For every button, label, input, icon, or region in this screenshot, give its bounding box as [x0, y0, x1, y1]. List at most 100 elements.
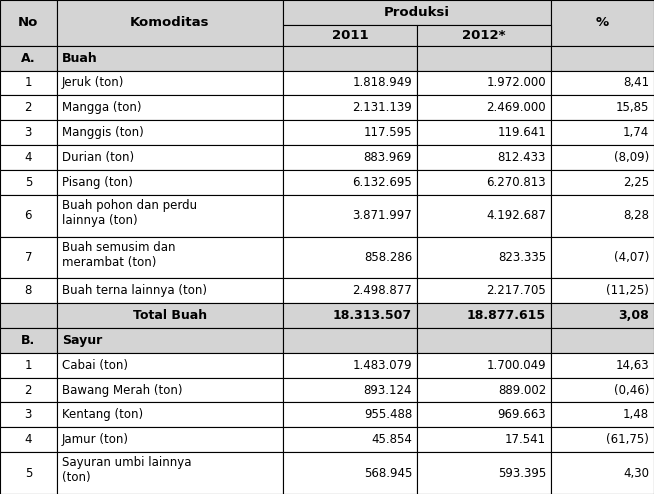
Bar — [551, 237, 654, 279]
Bar — [0, 46, 57, 71]
Text: 18.877.615: 18.877.615 — [467, 309, 546, 322]
Text: Durian (ton): Durian (ton) — [61, 151, 134, 164]
Bar — [57, 145, 283, 170]
Bar — [551, 95, 654, 120]
Bar — [0, 0, 57, 46]
Bar — [57, 403, 283, 427]
Text: Buah: Buah — [61, 52, 97, 65]
Text: Total Buah: Total Buah — [133, 309, 207, 322]
Bar — [551, 170, 654, 195]
Text: 1.483.079: 1.483.079 — [353, 359, 412, 372]
Bar — [551, 0, 654, 46]
Text: Bawang Merah (ton): Bawang Merah (ton) — [61, 383, 182, 397]
Bar — [0, 120, 57, 145]
Text: 4.192.687: 4.192.687 — [486, 209, 546, 222]
Bar — [551, 120, 654, 145]
Text: 14,63: 14,63 — [615, 359, 649, 372]
Bar — [57, 427, 283, 452]
Bar — [551, 328, 654, 353]
Text: 1.972.000: 1.972.000 — [487, 77, 546, 89]
Bar — [0, 328, 57, 353]
Text: Mangga (ton): Mangga (ton) — [61, 101, 141, 114]
Bar — [57, 377, 283, 403]
Text: (4,07): (4,07) — [613, 251, 649, 264]
Bar — [283, 25, 417, 46]
Text: No: No — [18, 16, 39, 29]
Bar — [57, 237, 283, 279]
Text: Buah pohon dan perdu
lainnya (ton): Buah pohon dan perdu lainnya (ton) — [61, 199, 197, 227]
Bar — [417, 120, 551, 145]
Bar — [417, 71, 551, 95]
Text: A.: A. — [21, 52, 35, 65]
Bar — [57, 279, 283, 303]
Text: 2: 2 — [25, 101, 32, 114]
Bar — [283, 71, 417, 95]
Bar — [57, 71, 283, 95]
Text: 2011: 2011 — [332, 29, 368, 42]
Bar — [57, 195, 283, 237]
Bar — [417, 195, 551, 237]
Bar — [283, 145, 417, 170]
Text: 1,74: 1,74 — [623, 126, 649, 139]
Text: 889.002: 889.002 — [498, 383, 546, 397]
Bar — [283, 377, 417, 403]
Text: 117.595: 117.595 — [364, 126, 412, 139]
Bar — [417, 237, 551, 279]
Text: 45.854: 45.854 — [371, 433, 412, 446]
Text: Jamur (ton): Jamur (ton) — [61, 433, 129, 446]
Text: (11,25): (11,25) — [606, 285, 649, 297]
Text: 955.488: 955.488 — [364, 409, 412, 421]
Text: 3: 3 — [25, 126, 32, 139]
Bar — [417, 303, 551, 328]
Bar — [57, 0, 283, 46]
Bar — [283, 237, 417, 279]
Bar — [0, 353, 57, 377]
Bar — [0, 452, 57, 494]
Bar — [57, 328, 283, 353]
Bar — [283, 195, 417, 237]
Text: 4,30: 4,30 — [623, 466, 649, 480]
Text: B.: B. — [21, 334, 35, 347]
Text: 2,25: 2,25 — [623, 176, 649, 189]
Bar — [417, 145, 551, 170]
Text: Sayur: Sayur — [61, 334, 102, 347]
Bar — [57, 303, 283, 328]
Text: 6.270.813: 6.270.813 — [487, 176, 546, 189]
Bar — [283, 170, 417, 195]
Text: 593.395: 593.395 — [498, 466, 546, 480]
Text: 5: 5 — [25, 176, 32, 189]
Bar — [283, 46, 417, 71]
Bar — [551, 46, 654, 71]
Text: 1.700.049: 1.700.049 — [487, 359, 546, 372]
Bar — [283, 403, 417, 427]
Bar — [551, 195, 654, 237]
Bar — [417, 353, 551, 377]
Bar — [283, 427, 417, 452]
Bar — [57, 170, 283, 195]
Bar — [417, 46, 551, 71]
Text: Buah terna lainnya (ton): Buah terna lainnya (ton) — [61, 285, 207, 297]
Bar — [417, 25, 551, 46]
Text: 4: 4 — [25, 151, 32, 164]
Text: 969.663: 969.663 — [498, 409, 546, 421]
Bar — [0, 195, 57, 237]
Text: Cabai (ton): Cabai (ton) — [61, 359, 128, 372]
Bar — [0, 403, 57, 427]
Text: Pisang (ton): Pisang (ton) — [61, 176, 133, 189]
Text: 8,28: 8,28 — [623, 209, 649, 222]
Bar — [57, 452, 283, 494]
Bar — [551, 452, 654, 494]
Bar — [0, 170, 57, 195]
Bar — [551, 279, 654, 303]
Bar — [417, 452, 551, 494]
Bar — [0, 71, 57, 95]
Text: (8,09): (8,09) — [613, 151, 649, 164]
Bar — [283, 353, 417, 377]
Text: 4: 4 — [25, 433, 32, 446]
Bar — [57, 46, 283, 71]
Text: 1: 1 — [25, 77, 32, 89]
Text: 5: 5 — [25, 466, 32, 480]
Text: Buah semusim dan
merambat (ton): Buah semusim dan merambat (ton) — [61, 241, 175, 269]
Text: 17.541: 17.541 — [505, 433, 546, 446]
Bar — [0, 427, 57, 452]
